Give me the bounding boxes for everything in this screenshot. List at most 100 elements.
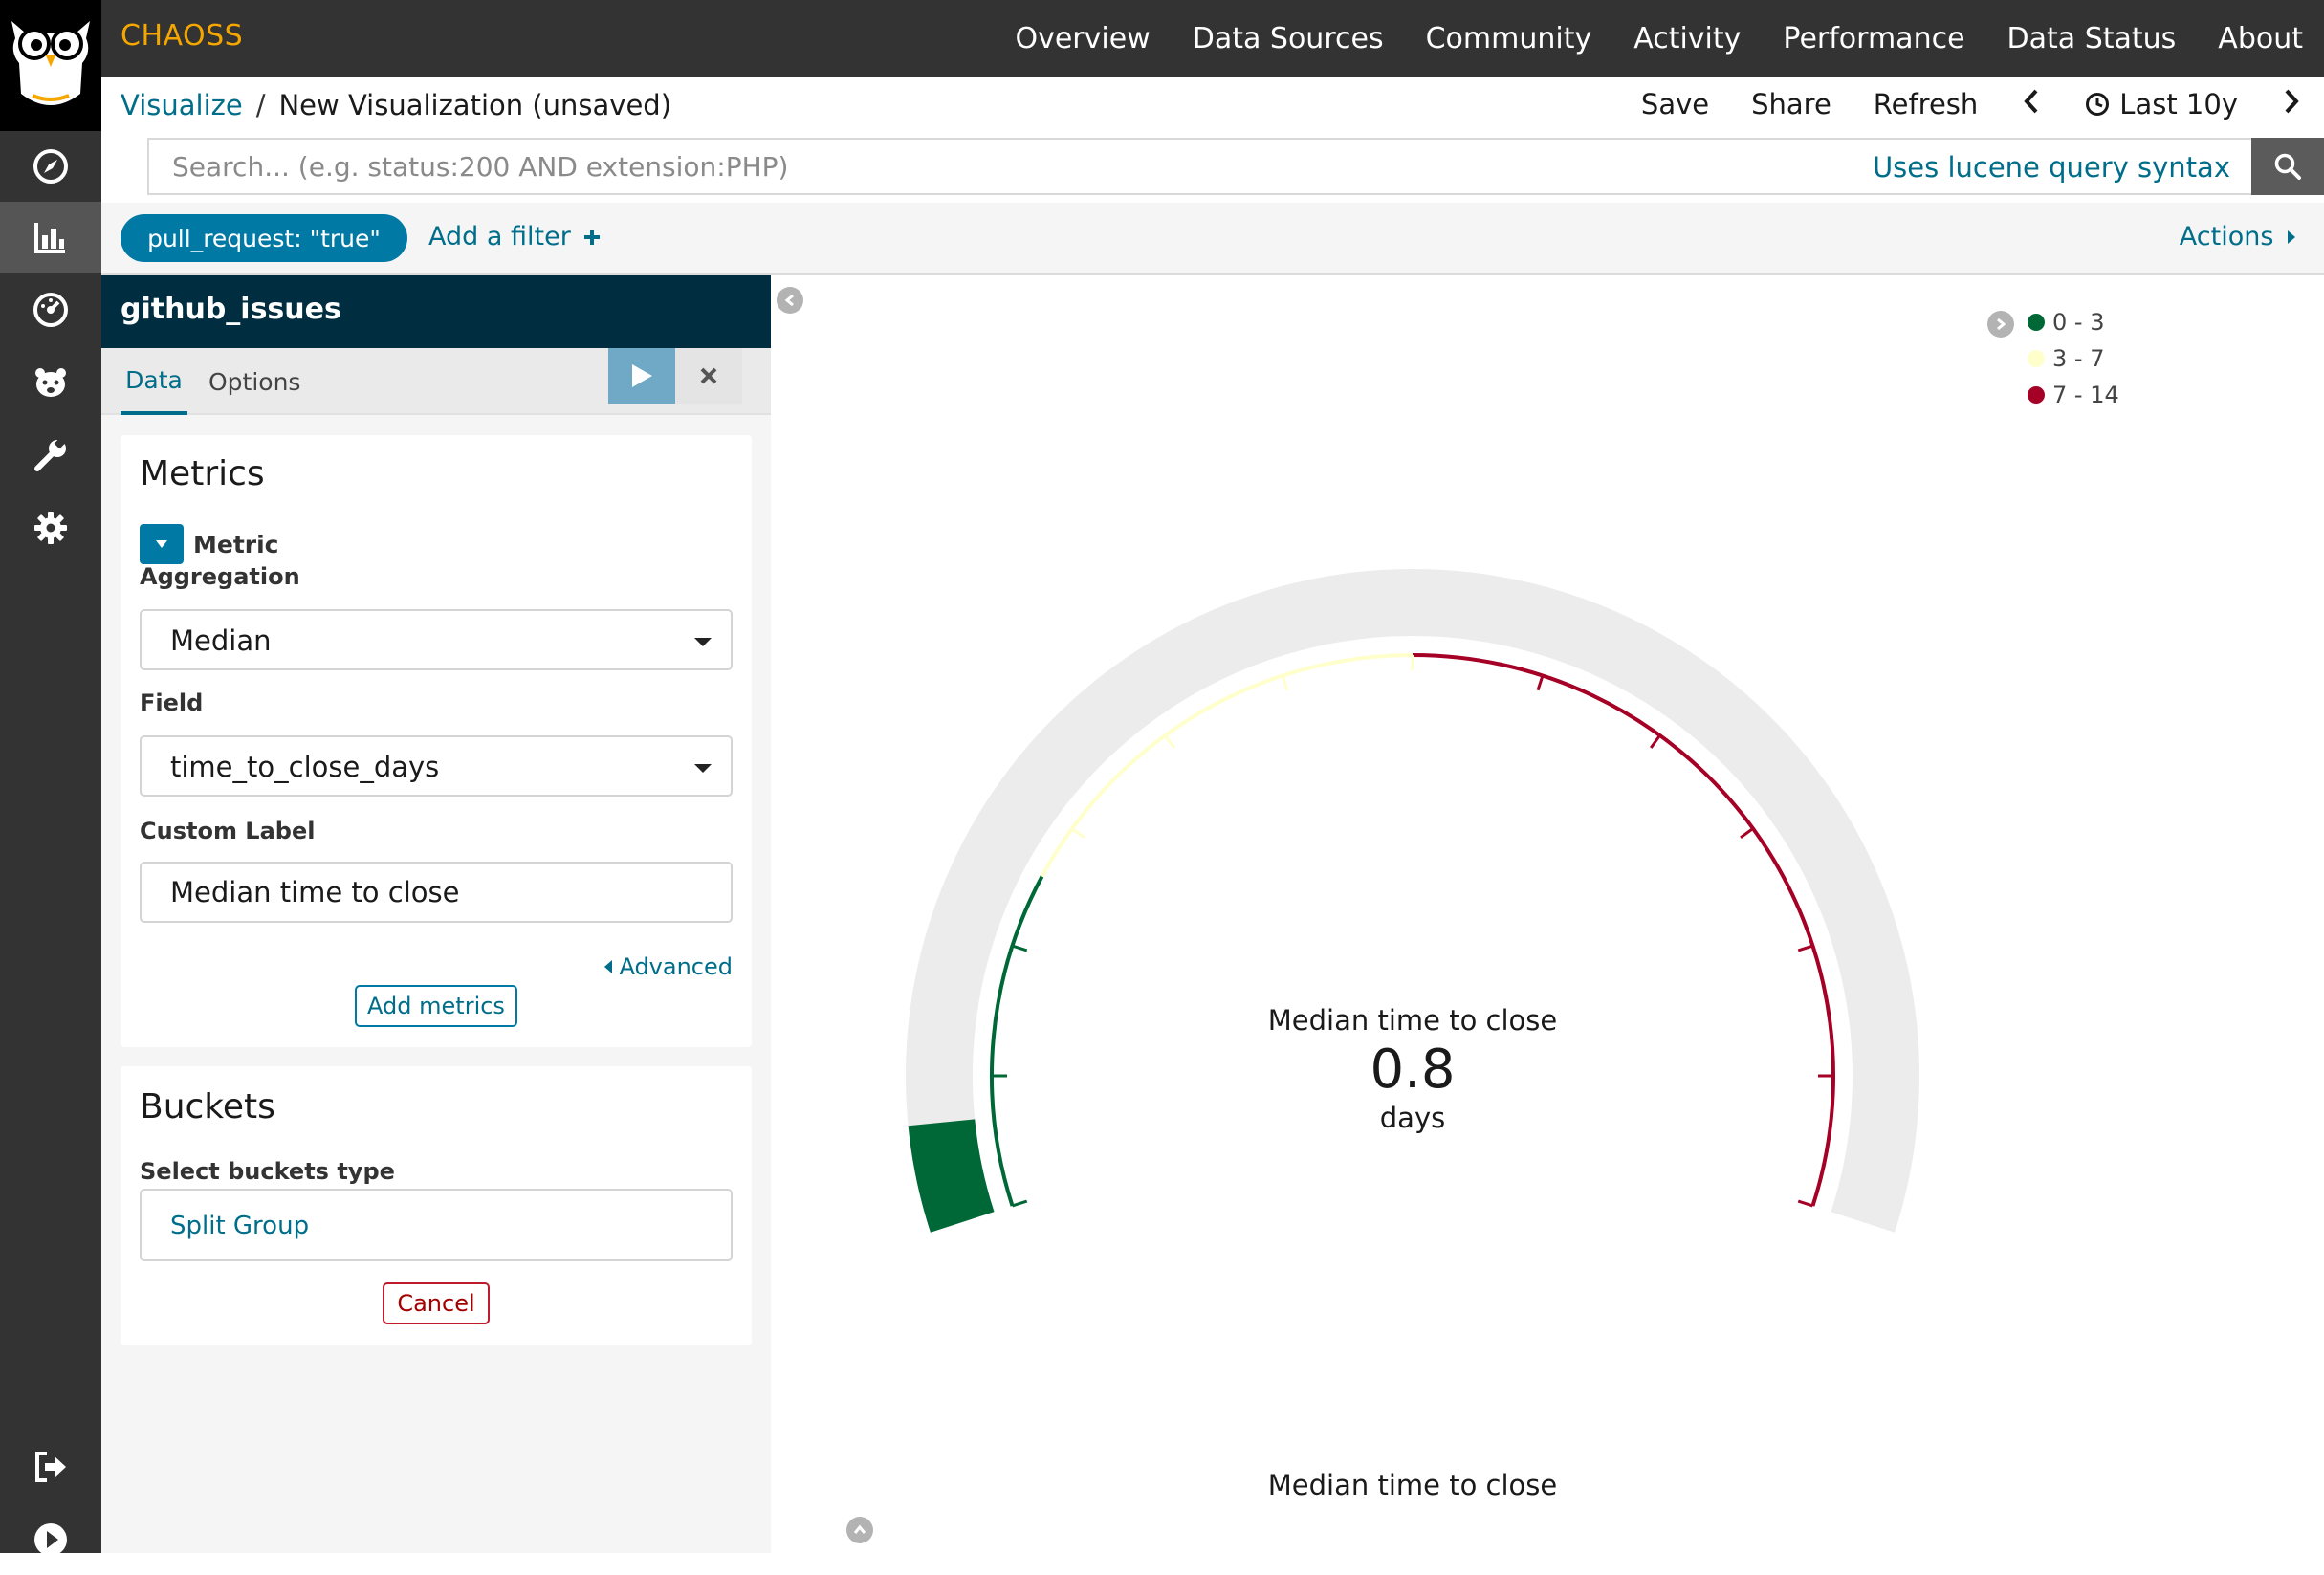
gauge-metric-label: Median time to close bbox=[1267, 1004, 1558, 1037]
field-value: time_to_close_days bbox=[170, 751, 440, 783]
filter-actions-button[interactable]: Actions bbox=[2180, 222, 2297, 252]
aggregation-label: Aggregation bbox=[140, 563, 300, 590]
filter-bar: pull_request: "true" Add a filter Action… bbox=[101, 203, 2324, 275]
breadcrumb-visualize-link[interactable]: Visualize bbox=[121, 89, 243, 121]
legend-item-range-7-14[interactable]: 7 - 14 bbox=[2028, 377, 2119, 413]
cancel-button[interactable]: Cancel bbox=[383, 1282, 490, 1324]
advanced-toggle[interactable]: Advanced bbox=[603, 953, 733, 980]
legend-label: 0 - 3 bbox=[2052, 309, 2105, 336]
sidebar-item-collapse[interactable] bbox=[0, 1504, 101, 1575]
chevron-down-icon bbox=[694, 764, 712, 773]
nav-about[interactable]: About bbox=[2218, 21, 2303, 55]
gauge-tick bbox=[1740, 827, 1754, 839]
filter-pill-pull-request[interactable]: pull_request: "true" bbox=[121, 214, 407, 262]
gauge-subtitle: Median time to close bbox=[1267, 1469, 1558, 1501]
caret-right-icon bbox=[2288, 230, 2295, 244]
save-button[interactable]: Save bbox=[1640, 88, 1710, 120]
chevron-up-icon bbox=[853, 1524, 866, 1534]
sidebar-item-management[interactable] bbox=[0, 492, 101, 563]
gauge-tick bbox=[1012, 1199, 1028, 1208]
share-button[interactable]: Share bbox=[1751, 88, 1831, 120]
nav-data-sources[interactable]: Data Sources bbox=[1192, 21, 1384, 55]
metric-collapse-toggle[interactable] bbox=[140, 524, 184, 564]
plus-icon bbox=[584, 230, 601, 245]
time-picker[interactable]: Last 10y bbox=[2085, 88, 2238, 120]
time-range-label: Last 10y bbox=[2119, 88, 2238, 120]
bar-chart-icon bbox=[34, 223, 65, 253]
breadcrumb: Visualize / New Visualization (unsaved) bbox=[121, 84, 671, 126]
wrench-icon bbox=[34, 436, 67, 471]
search-button[interactable] bbox=[2251, 138, 2324, 195]
owl-logo-icon bbox=[11, 21, 90, 105]
tab-options[interactable]: Options bbox=[208, 367, 301, 396]
add-metrics-button[interactable]: Add metrics bbox=[355, 985, 517, 1027]
legend-color-dot bbox=[2028, 314, 2045, 331]
metrics-title: Metrics bbox=[140, 454, 265, 493]
field-label: Field bbox=[140, 689, 204, 716]
legend-item-range-3-7[interactable]: 3 - 7 bbox=[2028, 340, 2119, 377]
caret-left-icon bbox=[604, 960, 613, 973]
collapse-sidebar-button[interactable] bbox=[777, 287, 803, 314]
gauge-value: 0.8 bbox=[1370, 1039, 1456, 1101]
play-icon bbox=[632, 364, 652, 387]
gauge-chart bbox=[906, 568, 1920, 1233]
sidebar-item-discover[interactable] bbox=[0, 131, 101, 202]
gauge-range-arc-1 bbox=[1040, 653, 1414, 878]
sidebar-item-logout[interactable] bbox=[0, 1432, 101, 1502]
buckets-section: Buckets Select buckets type Split Group … bbox=[121, 1066, 752, 1345]
compass-icon bbox=[33, 149, 68, 184]
refresh-button[interactable]: Refresh bbox=[1873, 88, 1979, 120]
nav-performance[interactable]: Performance bbox=[1783, 21, 1965, 55]
lucene-syntax-link[interactable]: Uses lucene query syntax bbox=[1872, 151, 2230, 184]
bear-icon bbox=[35, 368, 66, 397]
legend-item-range-0-3[interactable]: 0 - 3 bbox=[2028, 304, 2119, 340]
add-filter-button[interactable]: Add a filter bbox=[428, 222, 602, 252]
dashboard-gauge-icon bbox=[33, 293, 68, 327]
gauge-tick bbox=[1797, 944, 1813, 952]
split-group-option[interactable]: Split Group bbox=[140, 1189, 733, 1261]
legend-label: 7 - 14 bbox=[2052, 382, 2119, 408]
metrics-section: Metrics Metric Aggregation Median Field … bbox=[121, 435, 752, 1047]
discard-changes-button[interactable] bbox=[675, 348, 742, 404]
field-select[interactable]: time_to_close_days bbox=[140, 735, 733, 797]
nav-community[interactable]: Community bbox=[1425, 21, 1592, 55]
gauge-range-arc-0 bbox=[990, 875, 1044, 1207]
buckets-title: Buckets bbox=[140, 1087, 275, 1127]
caret-down-icon bbox=[156, 540, 167, 548]
visualization-area bbox=[771, 275, 2324, 1553]
aggregation-select[interactable]: Median bbox=[140, 609, 733, 670]
top-navigation-bar: CHAOSS Overview Data Sources Community A… bbox=[0, 0, 2324, 77]
logout-icon bbox=[35, 1452, 66, 1482]
legend-color-dot bbox=[2028, 386, 2045, 404]
brand-name[interactable]: CHAOSS bbox=[121, 19, 244, 53]
gauge-tick bbox=[1536, 675, 1545, 691]
aggregation-value: Median bbox=[170, 624, 272, 657]
nav-data-status[interactable]: Data Status bbox=[2006, 21, 2177, 55]
select-buckets-label: Select buckets type bbox=[140, 1158, 395, 1185]
legend-color-dot bbox=[2028, 350, 2045, 367]
sidebar-item-dev-tools[interactable] bbox=[0, 420, 101, 491]
nav-activity[interactable]: Activity bbox=[1633, 21, 1742, 55]
gauge-value-bar bbox=[908, 1119, 995, 1233]
custom-label-input[interactable] bbox=[140, 862, 733, 923]
page-title: New Visualization (unsaved) bbox=[278, 89, 672, 121]
sidebar-item-timelion[interactable] bbox=[0, 347, 101, 418]
sidebar-item-dashboard[interactable] bbox=[0, 274, 101, 345]
legend-toggle-button[interactable] bbox=[1987, 311, 2014, 338]
chevron-left-icon bbox=[784, 294, 794, 307]
index-pattern-title: github_issues bbox=[101, 275, 771, 348]
search-input[interactable] bbox=[149, 140, 1871, 193]
tab-data[interactable]: Data bbox=[121, 348, 187, 415]
time-next-button[interactable] bbox=[2280, 88, 2303, 121]
gauge-tick bbox=[1164, 734, 1175, 749]
owl-logo[interactable] bbox=[0, 0, 101, 131]
apply-changes-button[interactable] bbox=[608, 348, 675, 404]
time-previous-button[interactable] bbox=[2020, 88, 2043, 121]
add-filter-label: Add a filter bbox=[428, 222, 571, 252]
chevron-left-icon bbox=[2024, 89, 2038, 113]
toggle-spy-panel-button[interactable] bbox=[846, 1517, 873, 1543]
left-sidebar bbox=[0, 131, 101, 1556]
nav-overview[interactable]: Overview bbox=[1015, 21, 1151, 55]
legend-label: 3 - 7 bbox=[2052, 345, 2105, 372]
sidebar-item-visualize[interactable] bbox=[0, 202, 101, 273]
